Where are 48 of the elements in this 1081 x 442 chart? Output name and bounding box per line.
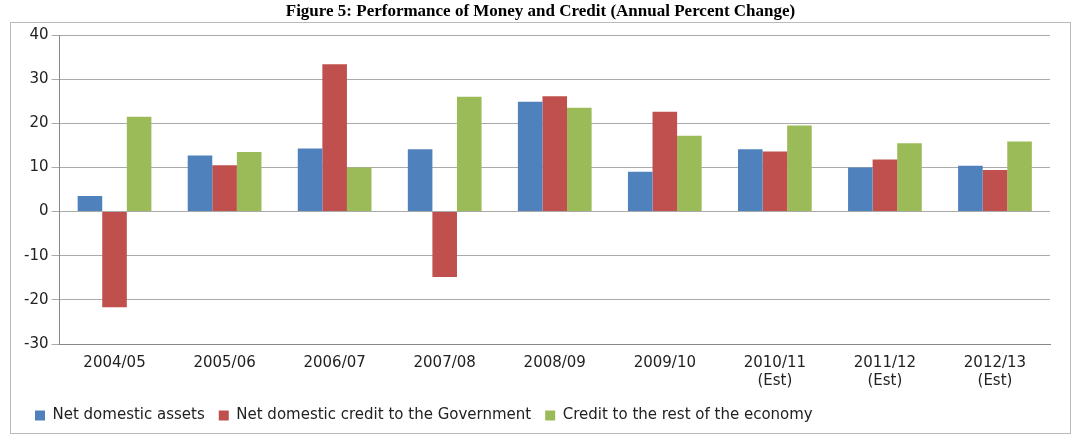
bar [652, 111, 678, 212]
bar [1007, 141, 1032, 212]
bar [627, 171, 653, 212]
bar [677, 135, 702, 212]
bar [346, 167, 372, 212]
x-tick-label: 2004/05 [83, 352, 146, 371]
bar [126, 116, 152, 212]
y-tick-label: 10 [29, 157, 49, 176]
bar [187, 155, 213, 212]
y-tick-label: -30 [24, 333, 49, 352]
x-tick-label: 2009/10 [633, 352, 696, 371]
bar [567, 107, 592, 212]
bar [102, 212, 127, 308]
bar [848, 167, 873, 212]
y-tick-label: 40 [29, 24, 49, 43]
x-tick-label: 2010/11 (Est) [743, 352, 807, 389]
bar [982, 170, 1008, 212]
y-tick-label: -10 [24, 245, 49, 264]
bar [737, 149, 763, 212]
y-tick-label: 30 [29, 69, 49, 88]
x-tick-label: 2008/09 [523, 352, 586, 371]
bar [897, 143, 922, 212]
bar [762, 151, 788, 212]
bar [297, 148, 323, 212]
bar [456, 96, 482, 212]
bar [958, 165, 983, 212]
x-tick-label: 2007/08 [413, 352, 476, 371]
x-tick-label: 2011/12 (Est) [853, 352, 917, 389]
chart-title: Figure 5: Performance of Money and Credit (Annual Percent Change) [284, 0, 797, 22]
legend-label: Net domestic assets [52, 405, 205, 424]
bar [517, 101, 543, 212]
y-tick-label: 20 [29, 113, 49, 132]
y-tick-label: 0 [38, 201, 49, 220]
x-tick-label: 2006/07 [303, 352, 366, 371]
bar [872, 159, 898, 212]
bar [322, 64, 347, 212]
bar [407, 149, 433, 212]
x-tick-label: 2012/13 (Est) [963, 352, 1027, 389]
legend-label: Net domestic credit to the Government [236, 405, 532, 424]
bar [432, 212, 457, 277]
bar [542, 96, 568, 212]
bar [212, 165, 237, 212]
y-tick-label: -20 [24, 289, 49, 308]
legend-label: Credit to the rest of the economy [562, 405, 813, 424]
x-tick-label: 2005/06 [193, 352, 256, 371]
bar [77, 196, 103, 212]
bar [236, 151, 262, 212]
bar [787, 125, 812, 212]
